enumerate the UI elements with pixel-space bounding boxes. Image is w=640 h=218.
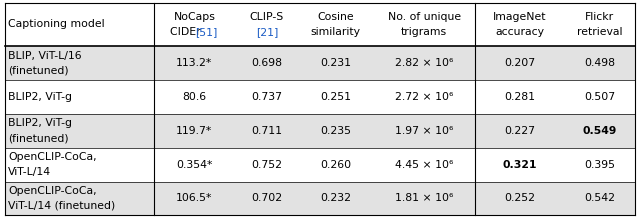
Text: [21]: [21] [255, 27, 278, 37]
Text: (finetuned): (finetuned) [8, 133, 69, 143]
Text: BLIP2, ViT-g: BLIP2, ViT-g [8, 118, 72, 128]
Text: 4.45 × 10⁶: 4.45 × 10⁶ [395, 160, 454, 170]
Bar [5, 114, 635, 148]
Text: 0.498: 0.498 [584, 58, 615, 68]
Text: 0.227: 0.227 [504, 126, 535, 136]
Text: 0.354*: 0.354* [176, 160, 212, 170]
Text: 0.698: 0.698 [252, 58, 282, 68]
Bar [5, 3, 635, 46]
Text: Cosine: Cosine [317, 12, 354, 22]
Text: 0.542: 0.542 [584, 193, 615, 203]
Text: (finetuned): (finetuned) [8, 66, 69, 76]
Text: 0.702: 0.702 [252, 193, 282, 203]
Bar [5, 148, 635, 182]
Text: ViT-L/14: ViT-L/14 [8, 167, 51, 177]
Text: 2.82 × 10⁶: 2.82 × 10⁶ [395, 58, 454, 68]
Text: 0.251: 0.251 [321, 92, 351, 102]
Text: 0.252: 0.252 [504, 193, 535, 203]
Text: 1.97 × 10⁶: 1.97 × 10⁶ [395, 126, 454, 136]
Text: [51]: [51] [195, 27, 217, 37]
Text: retrieval: retrieval [577, 27, 622, 37]
Text: 0.395: 0.395 [584, 160, 615, 170]
Text: 113.2*: 113.2* [176, 58, 212, 68]
Text: 0.711: 0.711 [252, 126, 282, 136]
Text: CLIP-S: CLIP-S [250, 12, 284, 22]
Bar [5, 46, 635, 80]
Bar [5, 182, 635, 215]
Text: Flickr: Flickr [585, 12, 614, 22]
Bar [5, 80, 635, 114]
Text: 0.260: 0.260 [320, 160, 351, 170]
Text: 0.752: 0.752 [252, 160, 282, 170]
Text: OpenCLIP-CoCa,: OpenCLIP-CoCa, [8, 152, 97, 162]
Text: CIDEr: CIDEr [170, 27, 204, 37]
Text: OpenCLIP-CoCa,: OpenCLIP-CoCa, [8, 186, 97, 196]
Text: 2.72 × 10⁶: 2.72 × 10⁶ [395, 92, 454, 102]
Text: 0.321: 0.321 [502, 160, 537, 170]
Text: NoCaps: NoCaps [173, 12, 215, 22]
Text: 0.549: 0.549 [582, 126, 616, 136]
Text: 1.81 × 10⁶: 1.81 × 10⁶ [395, 193, 454, 203]
Text: 0.507: 0.507 [584, 92, 615, 102]
Text: 0.232: 0.232 [321, 193, 351, 203]
Text: similarity: similarity [311, 27, 361, 37]
Text: 106.5*: 106.5* [176, 193, 212, 203]
Text: No. of unique: No. of unique [388, 12, 461, 22]
Text: 0.235: 0.235 [321, 126, 351, 136]
Text: 0.207: 0.207 [504, 58, 535, 68]
Text: 80.6: 80.6 [182, 92, 206, 102]
Text: ViT-L/14 (finetuned): ViT-L/14 (finetuned) [8, 201, 116, 211]
Text: accuracy: accuracy [495, 27, 544, 37]
Text: BLIP2, ViT-g: BLIP2, ViT-g [8, 92, 72, 102]
Text: 0.281: 0.281 [504, 92, 535, 102]
Text: 0.231: 0.231 [321, 58, 351, 68]
Text: 119.7*: 119.7* [176, 126, 212, 136]
Text: trigrams: trigrams [401, 27, 447, 37]
Text: BLIP, ViT-L/16: BLIP, ViT-L/16 [8, 51, 82, 61]
Text: 0.737: 0.737 [252, 92, 282, 102]
Text: ImageNet: ImageNet [493, 12, 547, 22]
Text: Captioning model: Captioning model [8, 19, 105, 29]
